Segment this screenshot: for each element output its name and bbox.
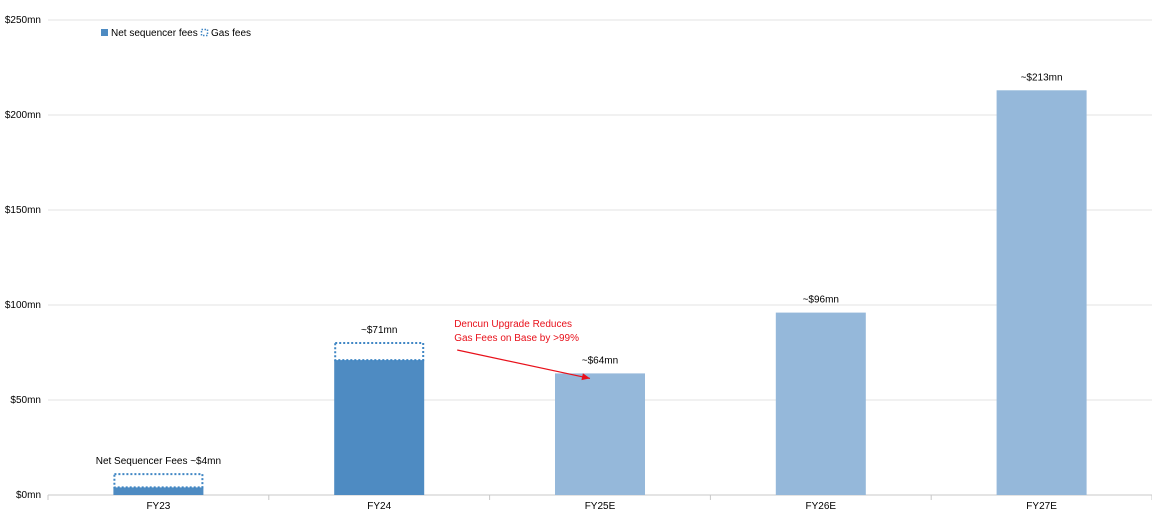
- data-labels: Net Sequencer Fees ~$4mn ~$71mn ~$64mn ~$96…: [96, 72, 1063, 467]
- data-label: ~$64mn: [582, 355, 618, 366]
- legend-swatch-gas-fees: [200, 28, 209, 37]
- x-tick-label: FY24: [367, 501, 391, 512]
- legend-label-net-sequencer-fees: Net sequencer fees: [111, 28, 198, 39]
- x-tick-label: FY23: [146, 501, 170, 512]
- y-tick-label: $200mn: [5, 110, 41, 121]
- annotation-line-1: Dencun Upgrade Reduces: [454, 319, 572, 330]
- legend-swatch-net-sequencer-fees: [101, 29, 108, 36]
- y-tick-label: $250mn: [5, 15, 41, 26]
- data-label: ~$71mn: [361, 325, 397, 336]
- bar-net-sequencer-fees: [113, 487, 204, 495]
- y-tick-label: $150mn: [5, 205, 41, 216]
- y-tick-label: $50mn: [10, 395, 41, 406]
- annotation-arrow-head: [581, 373, 590, 381]
- axes: $0mn $50mn $100mn $150mn $200mn $250mn FY23 FY2…: [5, 15, 1152, 512]
- legend: Net sequencer fees Gas fees: [101, 28, 251, 39]
- annotation-arrow-line: [457, 349, 591, 379]
- bar-net-sequencer-fees: [775, 312, 866, 495]
- data-label: ~$96mn: [803, 295, 839, 306]
- bar-net-sequencer-fees: [555, 373, 645, 495]
- data-label: ~$213mn: [1021, 72, 1063, 83]
- bar-gas-fees: [334, 342, 425, 362]
- x-tick-label: FY26E: [806, 501, 837, 512]
- data-label: Net Sequencer Fees ~$4mn: [96, 456, 221, 467]
- bar-gas-fees: [113, 473, 204, 489]
- x-tick-label: FY27E: [1026, 501, 1057, 512]
- legend-label-gas-fees: Gas fees: [211, 28, 251, 39]
- bars: [113, 90, 1087, 496]
- bar-net-sequencer-fees: [996, 90, 1087, 496]
- y-tick-label: $100mn: [5, 300, 41, 311]
- annotation-line-2: Gas Fees on Base by >99%: [454, 333, 579, 344]
- annotation: Dencun Upgrade Reduces Gas Fees on Base b…: [454, 319, 591, 381]
- bar-net-sequencer-fees: [334, 360, 425, 495]
- x-tick-label: FY25E: [585, 501, 616, 512]
- gridlines: [48, 19, 1152, 401]
- y-tick-label: $0mn: [16, 490, 41, 501]
